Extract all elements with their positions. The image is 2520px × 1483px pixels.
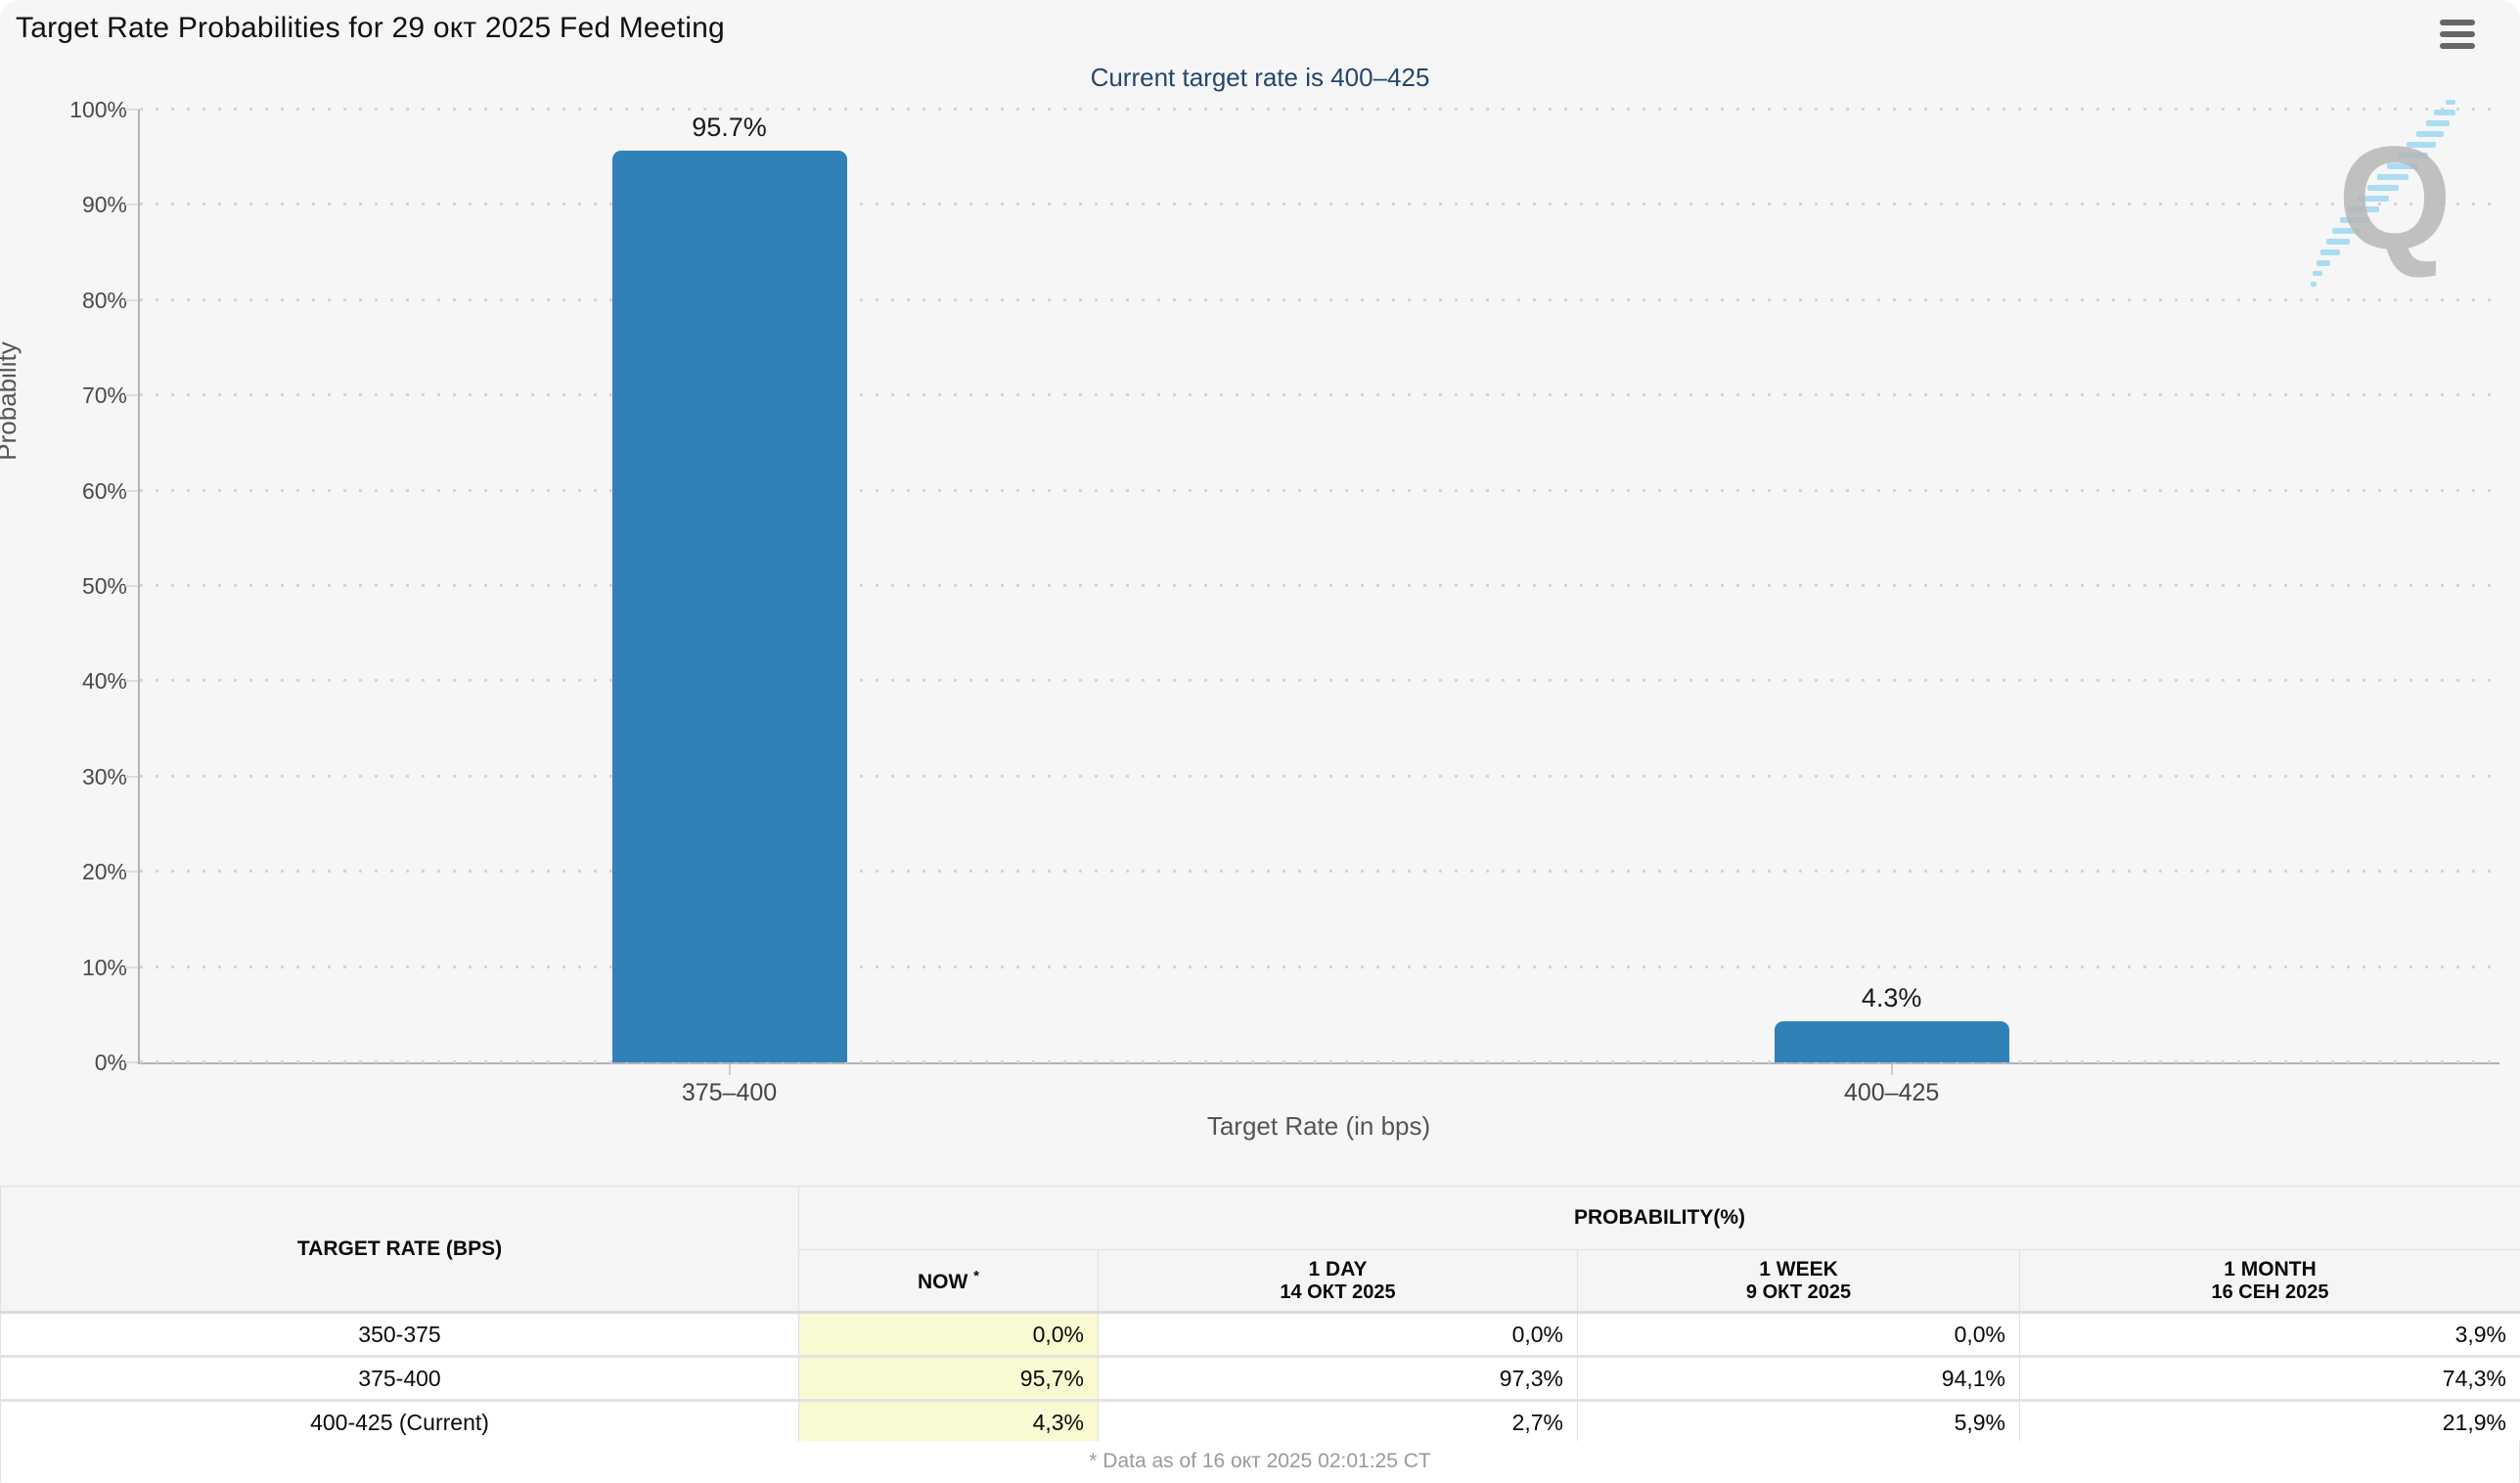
x-tick-mark — [728, 1064, 731, 1075]
gridline — [140, 1060, 2498, 1063]
month-cell: 21,9% — [2019, 1400, 2520, 1446]
y-tick-label: 80% — [81, 287, 127, 313]
chart-subtitle: Current target rate is 400–425 — [1090, 63, 1430, 92]
now-cell: 95,7% — [798, 1356, 1099, 1402]
menu-bar — [2440, 20, 2475, 25]
watermark-letter: Q — [2338, 115, 2452, 280]
menu-bar — [2440, 43, 2475, 49]
col-header-1-day: 1 DAY 14 ОКТ 2025 — [1098, 1249, 1578, 1313]
y-tick-mark — [125, 1061, 138, 1063]
day-cell: 0,0% — [1098, 1311, 1578, 1358]
y-tick-label: 50% — [81, 573, 127, 599]
y-tick-label: 20% — [81, 859, 127, 885]
y-tick-mark — [125, 680, 138, 683]
gridline — [140, 202, 2498, 206]
menu-bar — [2440, 31, 2475, 37]
y-tick-label: 70% — [81, 382, 127, 409]
week-cell: 94,1% — [1577, 1356, 2020, 1402]
plot-area: 95.7% 4.3% — [140, 108, 2498, 1063]
x-tick-label: 400–425 — [1843, 1079, 1940, 1106]
week-cell: 0,0% — [1577, 1311, 2020, 1358]
y-tick-mark — [125, 585, 138, 587]
y-tick-mark — [125, 298, 138, 301]
probability-table: TARGET RATE (BPS) PROBABILITY(%) NOW * 1… — [0, 1186, 2520, 1446]
col-header-1-week: 1 WEEK 9 ОКТ 2025 — [1577, 1249, 2020, 1313]
month-cell: 74,3% — [2019, 1356, 2520, 1402]
gridline — [140, 965, 2498, 968]
y-tick-label: 100% — [69, 97, 127, 122]
gridline — [140, 393, 2498, 397]
day-cell: 97,3% — [1098, 1356, 1578, 1402]
gridline — [140, 679, 2498, 683]
page-title: Target Rate Probabilities for 29 окт 202… — [16, 12, 725, 44]
probability-bar[interactable] — [611, 150, 847, 1062]
y-tick-mark — [125, 871, 138, 874]
x-tick-label: 375–400 — [681, 1079, 778, 1106]
y-tick-label: 30% — [81, 763, 127, 789]
gridline — [140, 584, 2498, 587]
y-tick-label: 40% — [81, 668, 127, 695]
gridline — [140, 297, 2498, 301]
y-tick-mark — [125, 489, 138, 492]
month-cell: 3,9% — [2019, 1311, 2520, 1358]
rate-cell: 350-375 — [0, 1311, 799, 1358]
gridline — [140, 488, 2498, 492]
x-axis-title: Target Rate (in bps) — [1206, 1111, 1431, 1141]
probability-bar[interactable] — [1774, 1021, 2009, 1062]
y-tick-label: 90% — [81, 192, 127, 218]
gridline — [140, 774, 2498, 778]
now-cell: 4,3% — [798, 1400, 1099, 1446]
bar-value-label: 4.3% — [1861, 983, 1922, 1013]
now-asterisk: * — [973, 1267, 979, 1284]
y-tick-mark — [125, 966, 138, 968]
y-tick-label: 60% — [81, 477, 127, 504]
y-tick-mark — [125, 109, 138, 111]
y-tick-mark — [125, 203, 138, 206]
gridline — [140, 108, 2498, 111]
y-tick-mark — [125, 394, 138, 397]
rate-cell: 375-400 — [0, 1356, 799, 1402]
y-tick-mark — [125, 775, 138, 778]
rate-cell: 400-425 (Current) — [0, 1400, 799, 1446]
y-tick-label: 0% — [94, 1050, 127, 1075]
col-header-now: NOW * — [798, 1249, 1099, 1313]
x-axis-line — [138, 1062, 2499, 1064]
col-header-1-month: 1 MONTH 16 СЕН 2025 — [2019, 1249, 2520, 1313]
chart-card: Target Rate Probabilities for 29 окт 202… — [0, 12, 2499, 1141]
y-tick-label: 10% — [81, 954, 127, 980]
col-header-target-rate: TARGET RATE (BPS) — [0, 1186, 799, 1313]
col-header-probability: PROBABILITY(%) — [798, 1186, 2520, 1250]
hamburger-menu-icon[interactable] — [2440, 20, 2477, 49]
week-cell: 5,9% — [1577, 1400, 2020, 1446]
gridline — [140, 870, 2498, 874]
table-row: 350-375 0,0% 0,0% 0,0% 3,9% — [0, 1311, 2520, 1358]
day-cell: 2,7% — [1098, 1400, 1578, 1446]
quikstrike-watermark-logo: Q — [2311, 100, 2455, 287]
now-cell: 0,0% — [798, 1311, 1099, 1358]
table-row: 400-425 (Current) 4,3% 2,7% 5,9% 21,9% — [0, 1400, 2520, 1446]
x-tick-mark — [1890, 1064, 1893, 1075]
data-as-of-note: * Data as of 16 окт 2025 02:01:25 CT — [0, 1441, 2520, 1482]
table-row: 375-400 95,7% 97,3% 94,1% 74,3% — [0, 1356, 2520, 1402]
bar-value-label: 95.7% — [692, 112, 767, 142]
y-axis-line — [138, 110, 140, 1064]
